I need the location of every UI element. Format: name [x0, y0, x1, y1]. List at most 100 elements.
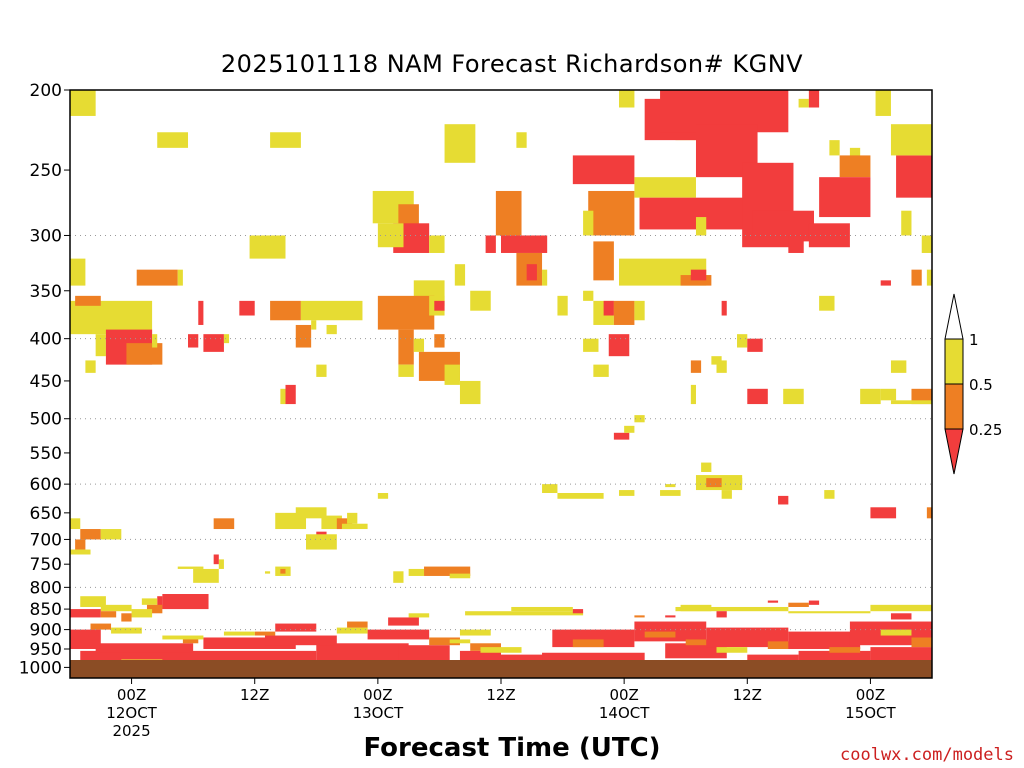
- x-axis-label: Forecast Time (UTC): [363, 733, 661, 763]
- ri-cell: [377, 295, 435, 330]
- x-tick-label: 15OCT: [845, 704, 896, 722]
- ri-cell: [880, 629, 912, 636]
- ri-cell: [747, 388, 768, 405]
- y-axis: 200 250 300 350 400 450 500 550 600 650 700 750 8008…: [19, 81, 70, 678]
- ri-cell: [95, 334, 106, 357]
- ri-cell: [223, 334, 230, 344]
- ri-cell: [336, 627, 368, 634]
- ri-cell: [408, 613, 430, 618]
- ri-cell: [280, 568, 286, 574]
- ri-cell: [860, 388, 881, 405]
- ri-cell: [798, 98, 809, 108]
- ri-cell: [182, 637, 199, 644]
- ri-cell: [70, 258, 86, 286]
- legend-label: 0.25: [969, 421, 1002, 439]
- ri-cell: [526, 264, 537, 281]
- y-tick-label: 900: [30, 621, 62, 641]
- ri-cell: [347, 621, 368, 628]
- ri-cell: [198, 300, 204, 325]
- y-tick-label: 300: [30, 226, 62, 246]
- ri-cell: [429, 235, 445, 253]
- ri-cell: [254, 631, 276, 636]
- ri-cell: [213, 518, 235, 530]
- ri-cell: [75, 539, 86, 550]
- ri-cell: [75, 295, 101, 306]
- ri-cell: [926, 269, 932, 286]
- ground-surface: [70, 660, 932, 678]
- ri-cell: [542, 484, 558, 493]
- ri-cell: [70, 300, 153, 335]
- heatmap-cells: [70, 90, 932, 671]
- ri-cell: [444, 364, 460, 385]
- ri-cell: [665, 615, 676, 618]
- ri-cell: [70, 629, 101, 649]
- ri-cell: [665, 484, 676, 488]
- y-tick-label: 950: [30, 640, 62, 660]
- ri-cell: [608, 334, 630, 357]
- x-tick-label: 12Z: [240, 686, 269, 704]
- ri-cell: [572, 155, 635, 185]
- ri-cell: [398, 645, 450, 664]
- y-tick-label: 750: [30, 555, 62, 575]
- ri-cell: [619, 490, 635, 496]
- ri-cell: [890, 613, 912, 620]
- color-legend: 1 0.5 0.25: [944, 293, 1002, 475]
- ri-cell: [716, 360, 727, 373]
- ri-cell: [341, 523, 368, 530]
- legend-swatch-0.25-0.5: [944, 383, 964, 430]
- ri-cell: [413, 338, 425, 352]
- y-tick-label: 700: [30, 530, 62, 550]
- ri-cell: [921, 235, 932, 253]
- ri-cell: [239, 300, 255, 316]
- y-tick-label: 650: [30, 504, 62, 524]
- ri-cell: [706, 478, 722, 488]
- ri-cell: [85, 360, 96, 373]
- ri-cell: [501, 235, 548, 253]
- ri-cell: [890, 360, 907, 373]
- ri-cell: [177, 566, 204, 569]
- ri-cell: [634, 621, 707, 642]
- ri-cell: [634, 615, 645, 618]
- ri-cell: [808, 223, 850, 248]
- x-tick-label: 00Z: [856, 686, 885, 704]
- ri-cell: [572, 639, 604, 648]
- y-tick-label: 800: [30, 578, 62, 598]
- ri-cell: [100, 611, 117, 618]
- y-tick-label: 250: [30, 161, 62, 181]
- y-tick-label: 850: [30, 600, 62, 620]
- x-tick-label: 00Z: [609, 686, 638, 704]
- ri-cell: [788, 631, 861, 649]
- ri-cell: [495, 190, 522, 236]
- y-tick-label: 550: [30, 444, 62, 464]
- ri-cell: [95, 643, 194, 653]
- ri-cell: [716, 647, 748, 653]
- y-tick-label: 200: [30, 81, 62, 101]
- x-tick-label: 2025: [112, 722, 150, 740]
- ri-cell: [819, 295, 835, 311]
- chart-title: 2025101118 NAM Forecast Richardson# KGNV: [220, 50, 804, 78]
- ri-cell: [557, 492, 604, 499]
- ri-cell: [285, 384, 296, 405]
- ri-cell: [152, 334, 158, 348]
- ri-cell: [767, 641, 799, 649]
- ri-cell: [157, 132, 189, 148]
- ri-cell: [870, 647, 932, 662]
- ri-cell: [126, 343, 163, 365]
- ri-cell: [613, 432, 630, 440]
- ri-cell: [695, 217, 707, 236]
- ri-cell: [896, 155, 932, 198]
- ri-cell: [111, 627, 142, 634]
- ri-cell: [408, 568, 425, 576]
- ri-cell: [100, 604, 132, 612]
- y-tick-label: 600: [30, 475, 62, 495]
- ri-cell: [583, 338, 599, 352]
- ri-cell: [141, 598, 158, 605]
- ri-cell: [516, 132, 527, 148]
- ri-cell: [388, 617, 419, 626]
- ri-cell: [465, 611, 584, 616]
- ri-cell: [634, 415, 645, 423]
- ri-cell: [721, 300, 727, 316]
- ri-cell: [162, 635, 204, 640]
- ri-cell: [275, 623, 317, 632]
